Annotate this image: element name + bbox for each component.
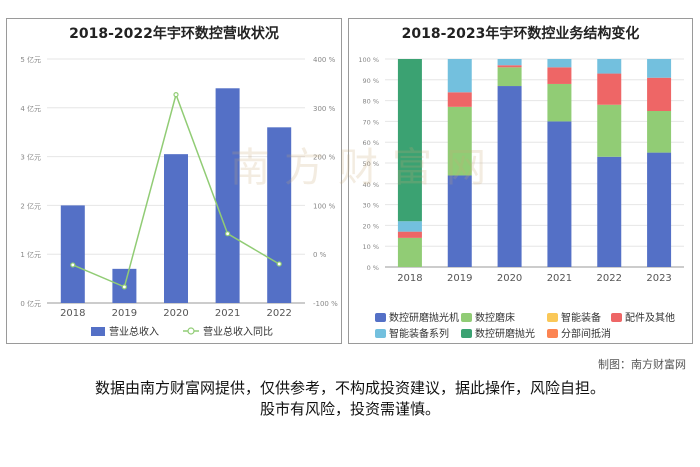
- stack-segment: [647, 77, 672, 111]
- stack-segment: [597, 156, 622, 267]
- x-tick-label: 2023: [646, 273, 671, 284]
- right-y-tick-label: 200 %: [313, 154, 336, 162]
- disclaimer: 数据由南方财富网提供，仅供参考，不构成投资建议，据此操作，风险自担。 股市有风险…: [0, 378, 700, 420]
- y-tick-label: 70 %: [362, 118, 379, 126]
- x-tick-label: 2019: [447, 273, 472, 284]
- x-tick-label: 2022: [597, 273, 622, 284]
- stack-segment: [497, 67, 522, 87]
- stack-segment: [397, 59, 422, 222]
- y-tick-label: 90 %: [362, 77, 379, 85]
- stack-segment: [547, 59, 572, 68]
- y-tick-label: 50 %: [362, 160, 379, 168]
- y-tick-label: 0 %: [367, 264, 379, 272]
- stack-segment: [497, 59, 522, 66]
- legend-label: 数控研磨抛光机: [389, 311, 459, 324]
- right-y-tick-label: 300 %: [313, 105, 336, 113]
- chart-credit: 制图：南方财富网: [598, 358, 686, 371]
- revenue-bar: [267, 127, 292, 303]
- legend-swatch: [461, 329, 472, 338]
- legend-label: 配件及其他: [625, 311, 675, 324]
- legend-swatch: [375, 329, 386, 338]
- right-y-tick-label: 0 %: [313, 251, 327, 259]
- legend-swatch-revenue: [91, 327, 105, 336]
- stack-segment: [447, 92, 472, 107]
- legend-label: 智能装备系列: [389, 327, 449, 340]
- stack-segment: [647, 152, 672, 267]
- stack-segment: [397, 221, 422, 232]
- legend-label: 分部间抵消: [561, 327, 611, 340]
- structure-chart: 0 % 10 % 20 % 30 % 40 % 50 % 60 % 70 % 80 % 90 % 1…: [358, 56, 684, 340]
- x-tick-label: 2018: [397, 273, 422, 284]
- left-y-tick-label: 3 亿元: [20, 153, 41, 162]
- right-y-tick-label: -100 %: [313, 300, 338, 308]
- legend-swatch: [547, 329, 558, 338]
- y-tick-label: 10 %: [362, 243, 379, 251]
- revenue-chart: 0 亿元 1 亿元 2 亿元 3 亿元 4 亿元 5 亿元 -100 % 0 % 100 % 20…: [20, 55, 338, 338]
- y-tick-label: 60 %: [362, 139, 379, 147]
- legend-swatch: [461, 313, 472, 322]
- stack-segment: [547, 67, 572, 84]
- revenue-chart-panel: 2018-2022年宇环数控营收状况 0 亿元 1 亿元 2 亿元 3 亿元 4 亿元 5…: [6, 18, 342, 344]
- revenue-bar: [60, 205, 85, 303]
- x-tick-label: 2021: [547, 273, 572, 284]
- yoy-point: [70, 262, 76, 268]
- left-y-tick-label: 1 亿元: [20, 250, 41, 259]
- legend-swatch: [611, 313, 622, 322]
- right-y-tick-label: 100 %: [313, 202, 336, 210]
- y-tick-label: 100 %: [358, 56, 379, 64]
- stack-segment: [397, 237, 422, 267]
- y-tick-label: 20 %: [362, 222, 379, 230]
- disclaimer-line-2: 股市有风险，投资需谨慎。: [259, 400, 440, 418]
- stack-segment: [597, 104, 622, 157]
- stack-segment: [597, 73, 622, 105]
- left-y-tick-label: 4 亿元: [20, 104, 41, 113]
- stack-segment: [647, 59, 672, 78]
- yoy-point: [173, 92, 179, 98]
- stack-segment: [447, 175, 472, 267]
- yoy-point: [276, 261, 282, 267]
- x-tick-label: 2018: [60, 308, 85, 319]
- yoy-point: [225, 231, 231, 237]
- legend-label: 智能装备: [561, 311, 601, 324]
- stack-segment: [547, 83, 572, 122]
- y-tick-label: 40 %: [362, 181, 379, 189]
- revenue-chart-title: 2018-2022年宇环数控营收状况: [69, 26, 279, 42]
- stack-segment: [547, 121, 572, 268]
- legend-label: 数控磨床: [475, 311, 515, 324]
- left-y-tick-label: 5 亿元: [20, 55, 41, 64]
- x-tick-label: 2022: [266, 308, 291, 319]
- yoy-point: [121, 284, 128, 290]
- stack-segment: [647, 111, 672, 153]
- legend-label: 数控研磨抛光: [475, 327, 535, 340]
- revenue-bar: [164, 154, 188, 303]
- stack-segment: [447, 59, 472, 93]
- stack-segment: [497, 86, 522, 267]
- stack-segment: [397, 231, 422, 238]
- revenue-bar: [215, 88, 240, 303]
- x-tick-label: 2020: [163, 308, 188, 319]
- stack-segment: [597, 59, 622, 74]
- y-tick-label: 30 %: [362, 202, 379, 210]
- left-y-tick-label: 2 亿元: [20, 201, 41, 210]
- disclaimer-line-1: 数据由南方财富网提供，仅供参考，不构成投资建议，据此操作，风险自担。: [94, 379, 605, 397]
- y-tick-label: 80 %: [362, 98, 379, 106]
- x-tick-label: 2020: [497, 273, 522, 284]
- stack-segment: [497, 65, 522, 68]
- left-y-tick-label: 0 亿元: [20, 299, 41, 308]
- structure-chart-panel: 2018-2023年宇环数控业务结构变化 0 % 10 % 20 % 30 % 40 %…: [348, 18, 693, 344]
- legend-swatch: [375, 313, 386, 322]
- x-tick-label: 2019: [112, 308, 137, 319]
- legend-label-revenue: 营业总收入: [109, 325, 159, 338]
- x-tick-label: 2021: [215, 308, 240, 319]
- legend-swatch-yoy-marker: [187, 327, 195, 335]
- right-y-tick-label: 400 %: [313, 56, 336, 64]
- legend-label-yoy: 营业总收入同比: [203, 325, 273, 338]
- stack-segment: [447, 106, 472, 176]
- legend-swatch: [547, 313, 558, 322]
- structure-chart-title: 2018-2023年宇环数控业务结构变化: [401, 26, 640, 42]
